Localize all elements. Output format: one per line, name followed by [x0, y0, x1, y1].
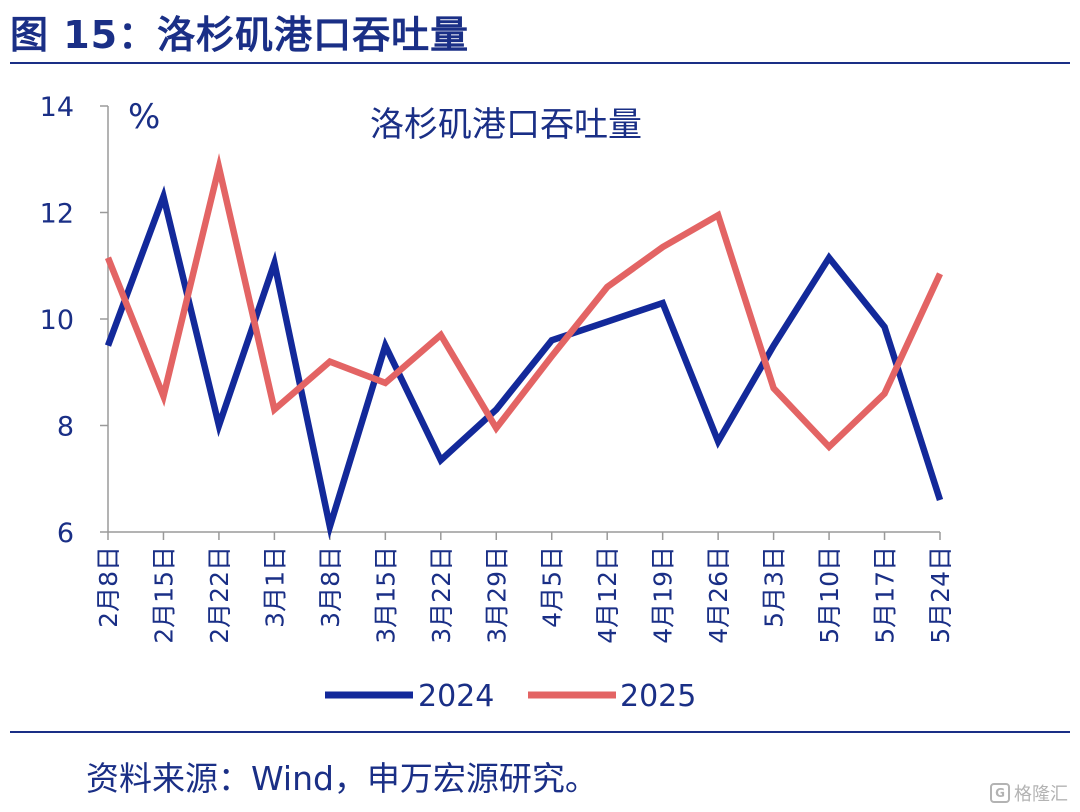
watermark-text: 格隆汇	[1014, 784, 1068, 805]
data-point	[884, 393, 886, 395]
series-line-2025	[104, 153, 943, 452]
x-tick-label: 3月1日	[260, 546, 289, 628]
x-tick-label: 3月8日	[316, 546, 345, 628]
bottom-rule	[10, 731, 1070, 733]
data-point	[107, 345, 109, 347]
data-point	[273, 409, 275, 411]
legend-label: 2025	[620, 679, 696, 714]
data-point	[218, 425, 220, 427]
logo-icon: G	[990, 783, 1010, 803]
y-tick-label: 10	[40, 305, 74, 336]
x-tick-label: 5月3日	[760, 546, 789, 628]
y-tick-label: 12	[40, 199, 74, 230]
x-tick-label: 4月19日	[649, 546, 678, 644]
x-tick-label: 3月22日	[427, 546, 456, 644]
chart-axes: 6 8 10 12 14 2月8日 2月15日 2月22日 3月1日 3月8日 3月15日 3月22日…	[40, 92, 955, 644]
legend-item-2025: 2025	[528, 679, 696, 714]
line-chart: 6 8 10 12 14 2月8日 2月15日 2月22日 3月1日 3月8日 3月15日 3月22日…	[40, 92, 955, 714]
x-tick-label: 3月29日	[482, 546, 511, 644]
data-point	[273, 262, 275, 264]
source-note: 资料来源：Wind，申万宏源研究。	[86, 759, 598, 798]
y-tick-label: 14	[40, 92, 74, 123]
data-point	[440, 459, 442, 461]
x-tick-label: 5月24日	[926, 546, 955, 644]
x-tick-label: 4月26日	[704, 546, 733, 644]
data-point	[384, 345, 386, 347]
x-tick-label: 2月22日	[205, 546, 234, 644]
data-point	[162, 196, 164, 198]
y-tick-label: 6	[57, 518, 74, 549]
data-point	[939, 273, 941, 275]
watermark: G 格隆汇	[990, 780, 1068, 806]
chart-series	[104, 153, 944, 540]
y-tick-label: 8	[57, 412, 74, 443]
chart-title: 洛杉矶港口吞吐量	[370, 105, 642, 145]
data-point	[773, 345, 775, 347]
data-point	[884, 326, 886, 328]
x-tick-label: 5月17日	[871, 546, 900, 644]
series-2025	[104, 153, 943, 452]
data-point	[329, 361, 331, 363]
chart-legend: 2024 2025	[325, 679, 696, 714]
x-tick-label: 5月10日	[815, 546, 844, 644]
series-2024	[104, 185, 944, 540]
series-line-2024	[104, 185, 944, 540]
legend-label: 2024	[418, 679, 494, 714]
data-point	[551, 355, 553, 357]
data-point	[107, 257, 109, 259]
data-point	[606, 321, 608, 323]
y-unit-label: %	[128, 97, 160, 137]
data-point	[440, 334, 442, 336]
top-rule	[10, 62, 1070, 64]
data-point	[329, 526, 331, 528]
data-point	[551, 339, 553, 341]
x-tick-label: 4月5日	[538, 546, 567, 628]
x-tick-label: 2月15日	[149, 546, 178, 644]
data-point	[495, 409, 497, 411]
legend-item-2024: 2024	[325, 679, 494, 714]
data-point	[717, 440, 719, 442]
data-point	[495, 427, 497, 429]
x-tick-label: 2月8日	[94, 546, 123, 628]
x-tick-label: 3月15日	[371, 546, 400, 644]
data-point	[828, 257, 830, 259]
data-point	[606, 286, 608, 288]
data-point	[939, 499, 941, 501]
data-point	[218, 166, 220, 168]
data-point	[662, 302, 664, 304]
data-point	[384, 382, 386, 384]
data-point	[717, 214, 719, 216]
data-point	[662, 246, 664, 248]
figure-title: 图 15：洛杉矶港口吞吐量	[10, 13, 470, 57]
data-point	[162, 395, 164, 397]
data-point	[828, 446, 830, 448]
data-point	[773, 387, 775, 389]
x-tick-label: 4月12日	[593, 546, 622, 644]
